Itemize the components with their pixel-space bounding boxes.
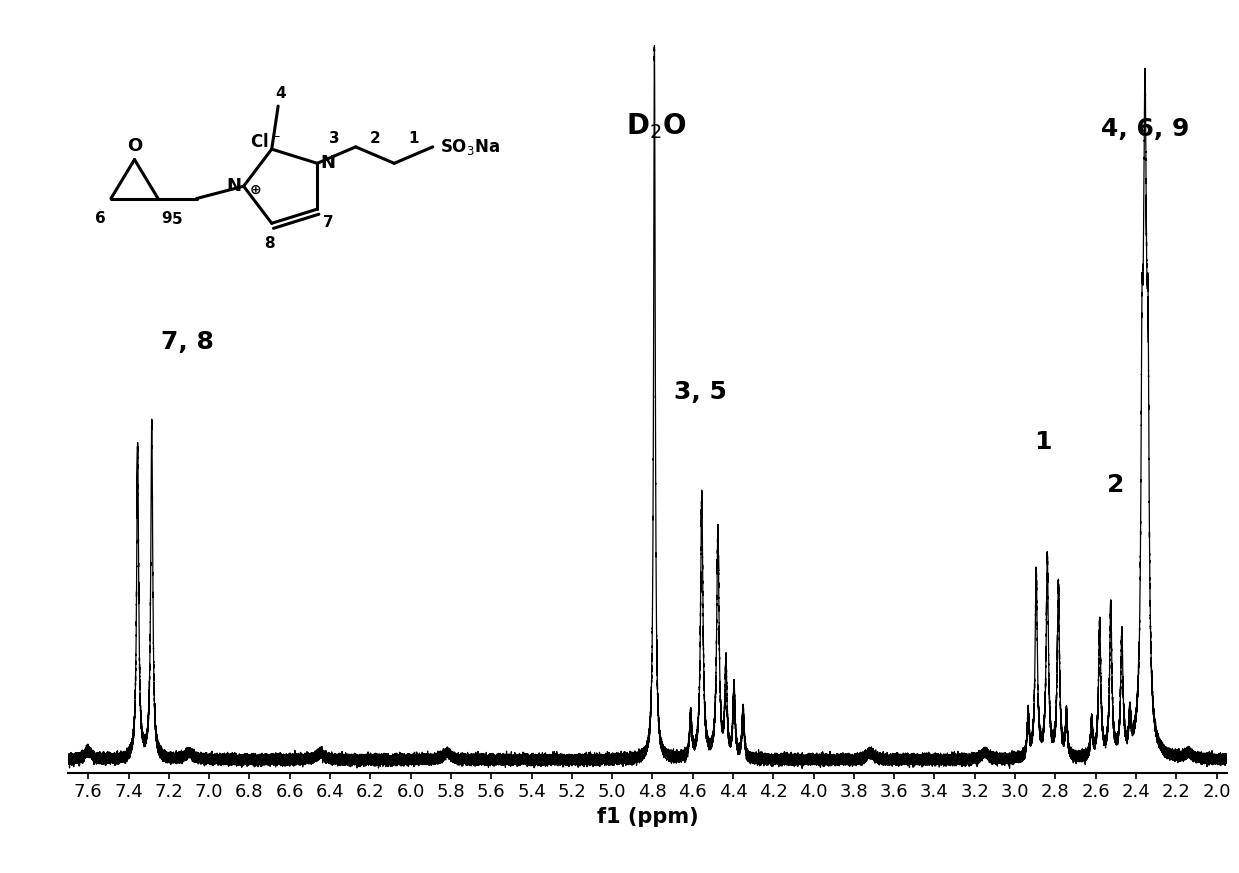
Text: 7: 7 [322,216,333,230]
Text: Cl$^-$: Cl$^-$ [249,134,280,151]
Text: 6: 6 [95,211,105,226]
Text: 4, 6, 9: 4, 6, 9 [1100,117,1189,141]
Text: N: N [321,155,336,172]
Text: N: N [227,177,242,196]
Text: 3: 3 [330,131,339,146]
Text: 3, 5: 3, 5 [674,381,727,404]
Text: 9: 9 [161,211,172,226]
Text: 2: 2 [369,131,380,146]
Text: 1: 1 [1035,430,1052,454]
Text: 4: 4 [275,86,286,101]
Text: 7, 8: 7, 8 [161,331,213,354]
Text: 2: 2 [1108,472,1125,497]
Text: 8: 8 [264,236,275,251]
Text: O: O [126,136,142,155]
X-axis label: f1 (ppm): f1 (ppm) [596,807,699,827]
Text: 5: 5 [172,211,182,227]
Text: D$_2$O: D$_2$O [626,111,686,141]
Text: SO$_3$Na: SO$_3$Na [440,137,501,157]
Text: ⊕: ⊕ [250,182,261,196]
Text: 1: 1 [408,131,419,146]
